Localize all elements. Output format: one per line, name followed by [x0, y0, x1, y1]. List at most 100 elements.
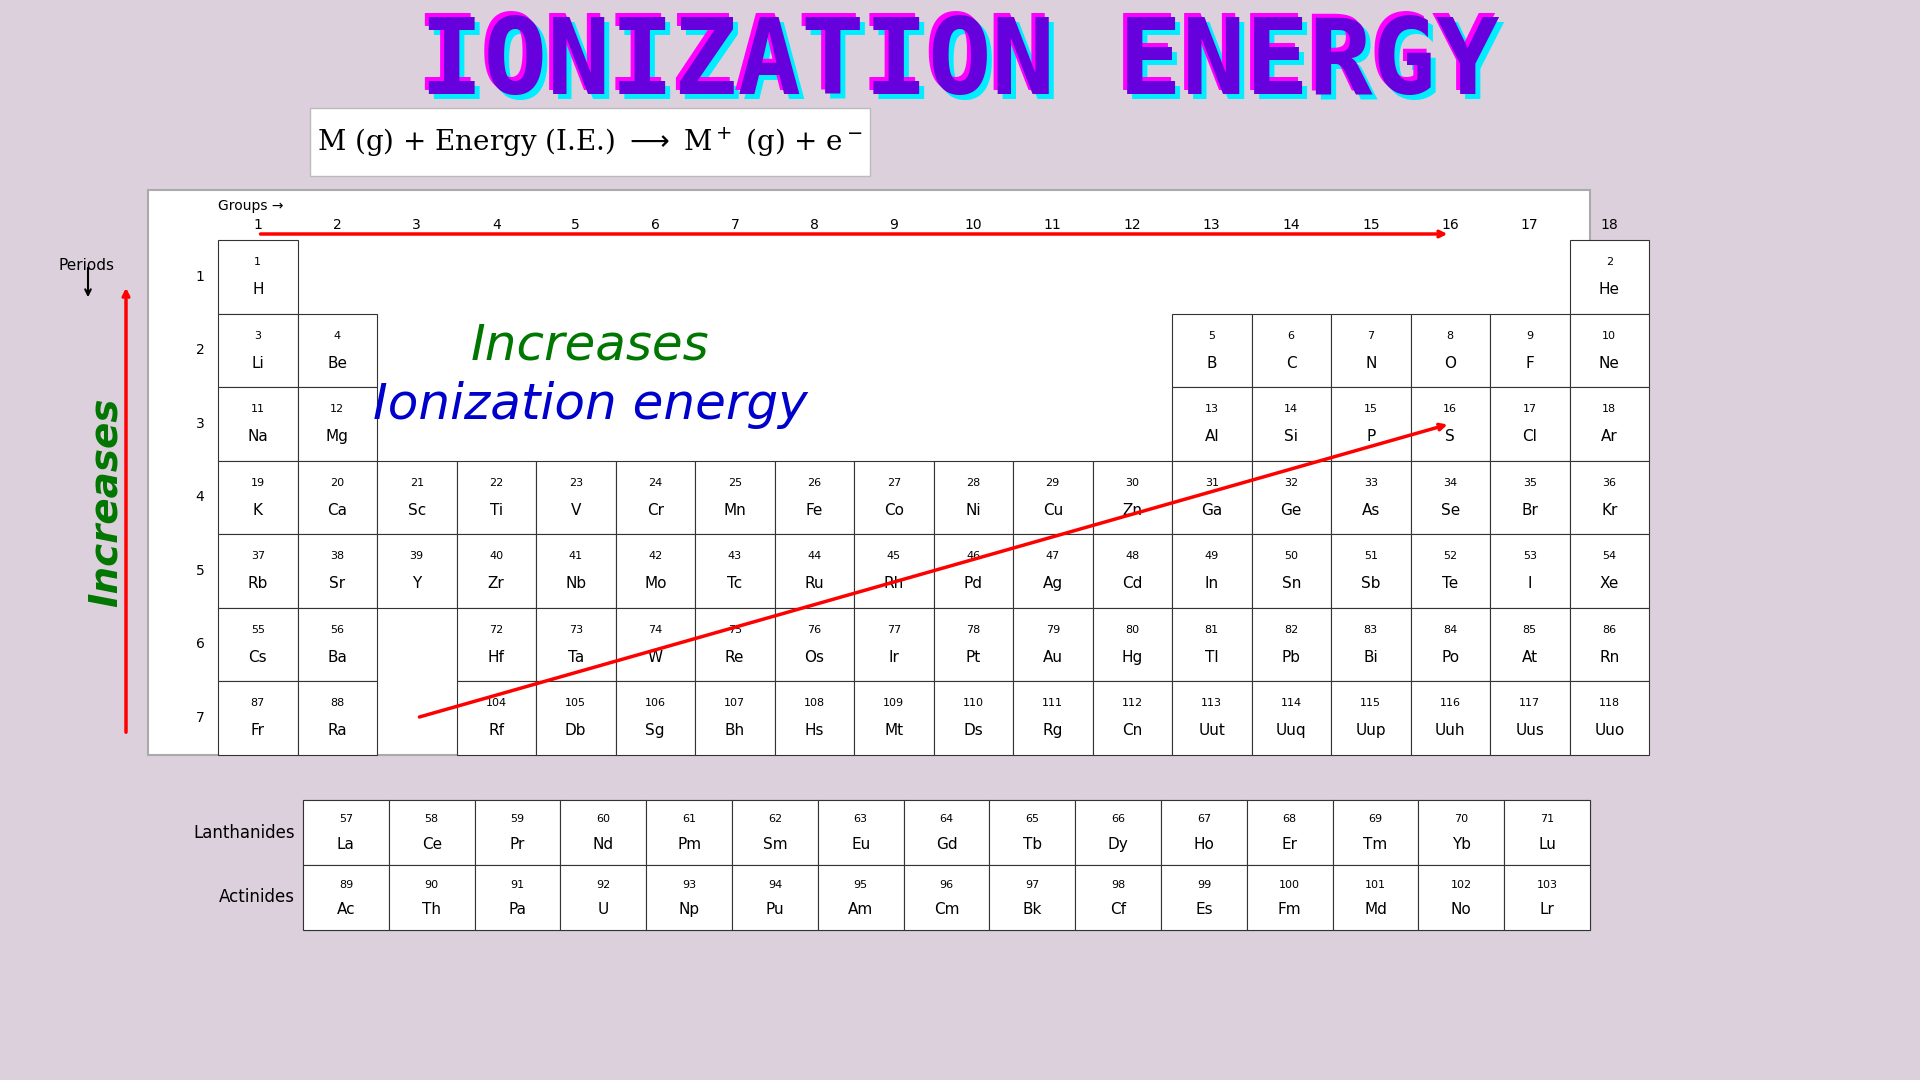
Bar: [536, 607, 616, 681]
Text: 13: 13: [1204, 218, 1221, 232]
Text: Pd: Pd: [964, 577, 983, 592]
Text: Sc: Sc: [407, 503, 426, 518]
Text: 4: 4: [334, 330, 342, 340]
Bar: [1252, 681, 1331, 755]
Text: Br: Br: [1521, 503, 1538, 518]
Text: 111: 111: [1043, 698, 1064, 708]
Bar: [376, 460, 457, 534]
Bar: [695, 607, 774, 681]
Text: Tc: Tc: [728, 577, 743, 592]
Bar: [904, 865, 989, 930]
Bar: [1171, 313, 1252, 387]
Text: Ds: Ds: [964, 724, 983, 739]
Bar: [732, 865, 818, 930]
Text: 58: 58: [424, 814, 440, 824]
Bar: [219, 681, 298, 755]
Text: 117: 117: [1519, 698, 1540, 708]
Text: 108: 108: [804, 698, 826, 708]
Text: 14: 14: [1284, 404, 1298, 414]
Text: Li: Li: [252, 356, 265, 372]
Text: 71: 71: [1540, 814, 1553, 824]
Bar: [474, 865, 561, 930]
Bar: [1162, 800, 1246, 865]
Bar: [1331, 460, 1411, 534]
Bar: [933, 460, 1014, 534]
Text: 109: 109: [883, 698, 904, 708]
Text: 67: 67: [1196, 814, 1212, 824]
Text: Ta: Ta: [568, 650, 584, 665]
Text: 15: 15: [1363, 404, 1379, 414]
Text: 64: 64: [939, 814, 954, 824]
Text: 49: 49: [1204, 551, 1219, 561]
Text: Sg: Sg: [645, 724, 664, 739]
Text: Ga: Ga: [1202, 503, 1223, 518]
Bar: [1332, 865, 1419, 930]
Text: 103: 103: [1536, 879, 1557, 890]
Bar: [1252, 313, 1331, 387]
Bar: [1419, 865, 1503, 930]
Text: Ni: Ni: [966, 503, 981, 518]
Bar: [219, 387, 298, 460]
Text: Sn: Sn: [1281, 577, 1302, 592]
Text: Sb: Sb: [1361, 577, 1380, 592]
Bar: [1569, 387, 1649, 460]
Text: 2: 2: [1605, 257, 1613, 267]
Text: 54: 54: [1601, 551, 1617, 561]
Text: Pb: Pb: [1283, 650, 1300, 665]
Text: 22: 22: [490, 477, 503, 487]
Bar: [695, 460, 774, 534]
Text: 78: 78: [966, 624, 981, 635]
Bar: [904, 800, 989, 865]
Text: 89: 89: [338, 879, 353, 890]
Bar: [1092, 460, 1171, 534]
Text: 50: 50: [1284, 551, 1298, 561]
Text: 52: 52: [1444, 551, 1457, 561]
Bar: [1092, 534, 1171, 607]
Text: 80: 80: [1125, 624, 1139, 635]
Text: 73: 73: [568, 624, 584, 635]
Text: 1: 1: [196, 270, 204, 284]
Bar: [457, 534, 536, 607]
Bar: [219, 313, 298, 387]
Bar: [1569, 681, 1649, 755]
Bar: [616, 460, 695, 534]
Bar: [1092, 681, 1171, 755]
Text: 11: 11: [252, 404, 265, 414]
Text: 33: 33: [1363, 477, 1379, 487]
Bar: [1171, 460, 1252, 534]
Bar: [148, 190, 1590, 755]
Text: 28: 28: [966, 477, 981, 487]
Text: Cd: Cd: [1121, 577, 1142, 592]
Text: Cf: Cf: [1110, 902, 1127, 917]
Text: Rh: Rh: [883, 577, 904, 592]
Text: 69: 69: [1369, 814, 1382, 824]
Bar: [474, 800, 561, 865]
Text: Es: Es: [1194, 902, 1213, 917]
Text: Th: Th: [422, 902, 442, 917]
Bar: [732, 800, 818, 865]
Text: 53: 53: [1523, 551, 1536, 561]
Text: Tm: Tm: [1363, 837, 1388, 852]
Text: 43: 43: [728, 551, 741, 561]
Text: Al: Al: [1204, 430, 1219, 445]
Bar: [1569, 313, 1649, 387]
Bar: [1162, 865, 1246, 930]
Text: 5: 5: [572, 218, 580, 232]
Text: 20: 20: [330, 477, 344, 487]
Text: 113: 113: [1202, 698, 1223, 708]
Text: 57: 57: [338, 814, 353, 824]
Text: 94: 94: [768, 879, 781, 890]
Text: Cu: Cu: [1043, 503, 1064, 518]
Text: 39: 39: [409, 551, 424, 561]
Text: Ce: Ce: [422, 837, 442, 852]
Text: 96: 96: [939, 879, 954, 890]
Bar: [536, 681, 616, 755]
Text: 10: 10: [964, 218, 981, 232]
Text: 115: 115: [1359, 698, 1380, 708]
Text: Bh: Bh: [724, 724, 745, 739]
Text: 105: 105: [564, 698, 586, 708]
Text: 68: 68: [1283, 814, 1296, 824]
Text: Ag: Ag: [1043, 577, 1064, 592]
Text: 8: 8: [1446, 330, 1453, 340]
Bar: [303, 800, 388, 865]
